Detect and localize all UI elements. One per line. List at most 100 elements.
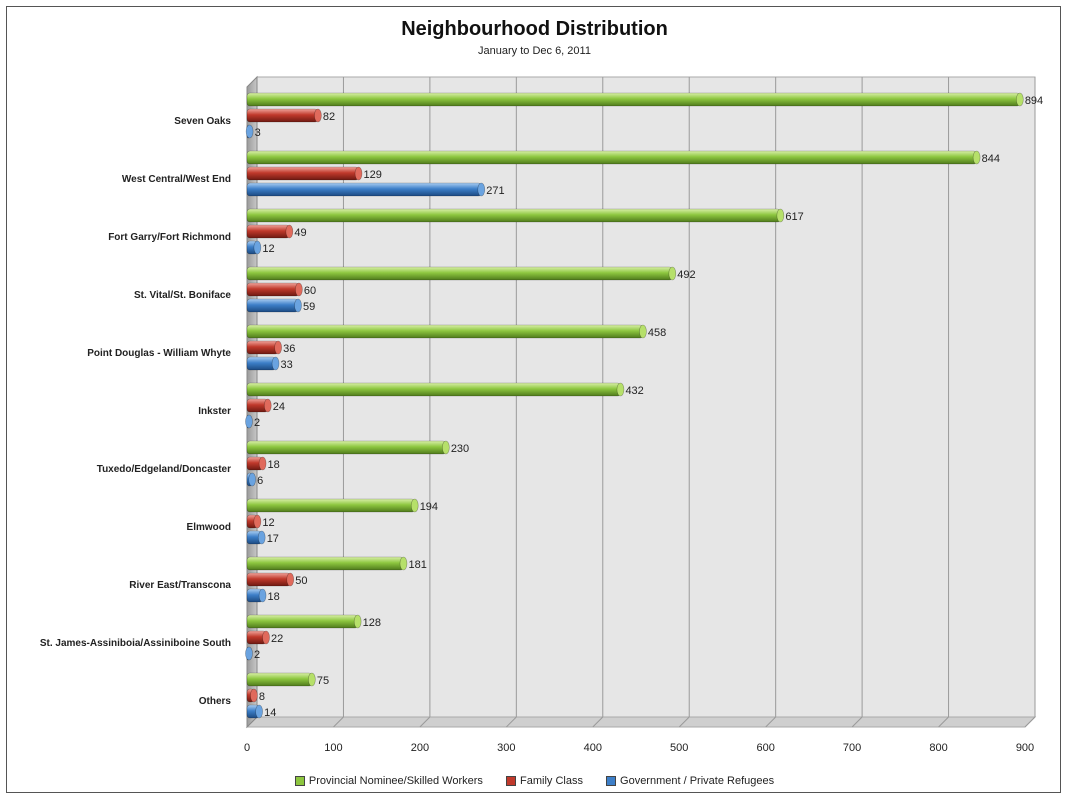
bar-end-cap — [294, 298, 302, 313]
bar — [246, 498, 416, 513]
x-tick-label: 200 — [411, 742, 429, 754]
bar — [246, 556, 404, 571]
bar-end-cap — [286, 572, 295, 587]
data-label: 129 — [364, 169, 382, 181]
gridline-floor — [765, 716, 777, 728]
bar-end-cap — [258, 588, 267, 603]
category-label: St. Vital/St. Boniface — [134, 290, 231, 301]
category-label: Others — [199, 696, 232, 707]
data-label: 18 — [268, 459, 280, 471]
x-tick-label: 300 — [497, 742, 515, 754]
gridline-floor — [419, 716, 431, 728]
bar-end-cap — [271, 356, 280, 371]
data-label: 458 — [648, 327, 666, 339]
chart-subtitle: January to Dec 6, 2011 — [478, 45, 591, 57]
x-tick-label: 500 — [670, 742, 688, 754]
x-tick-label: 700 — [843, 742, 861, 754]
data-label: 617 — [785, 211, 803, 223]
bar — [246, 440, 447, 455]
bar-end-cap — [253, 514, 262, 529]
gridline-floor — [851, 716, 863, 728]
bar-end-cap — [639, 324, 647, 339]
gridline-floor — [333, 716, 344, 728]
data-label: 3 — [255, 127, 261, 139]
x-tick-label: 900 — [1016, 742, 1034, 754]
bar — [246, 150, 977, 165]
data-label: 33 — [281, 359, 293, 371]
legend-swatch-red — [506, 776, 516, 786]
chart-title: Neighbourhood Distribution — [401, 18, 668, 40]
bar-end-cap — [250, 688, 258, 703]
bar-end-cap — [257, 530, 266, 545]
legend-swatch-green — [294, 776, 305, 786]
data-label: 492 — [677, 269, 695, 281]
x-tick-label: 600 — [756, 742, 774, 754]
x-tick-label: 800 — [929, 742, 947, 754]
data-label: 181 — [408, 559, 426, 571]
gridline-floor — [505, 716, 517, 728]
plot-floor — [245, 716, 1037, 728]
legend-label: Family Class — [520, 775, 583, 787]
data-label: 2 — [254, 649, 260, 661]
bar-end-cap — [248, 472, 256, 487]
category-label: West Central/West End — [122, 174, 231, 185]
data-label: 432 — [625, 385, 643, 397]
data-label: 14 — [264, 707, 276, 719]
bar — [246, 182, 482, 197]
legend-item-provincial-nominee: Provincial Nominee/Skilled Workers — [294, 775, 483, 787]
bar-end-cap — [410, 498, 419, 513]
bar-end-cap — [477, 182, 486, 197]
data-label: 6 — [257, 475, 263, 487]
data-label: 24 — [273, 401, 285, 413]
data-label: 128 — [363, 617, 381, 629]
bar-end-cap — [442, 440, 450, 455]
bar-end-cap — [258, 456, 267, 471]
bar-end-cap — [262, 630, 270, 645]
bar — [246, 282, 300, 297]
bar — [246, 356, 276, 371]
data-label: 12 — [262, 517, 274, 529]
bar-end-cap — [245, 414, 253, 429]
data-label: 194 — [420, 501, 438, 513]
category-label: Tuxedo/Edgeland/Doncaster — [97, 464, 231, 475]
category-label: River East/Transcona — [129, 580, 231, 591]
category-label: Fort Garry/Fort Richmond — [108, 232, 231, 243]
data-label: 230 — [451, 443, 469, 455]
data-label: 17 — [267, 533, 279, 545]
data-label: 894 — [1025, 95, 1043, 107]
bar — [246, 108, 319, 123]
bar — [246, 166, 359, 181]
bar-end-cap — [1016, 92, 1024, 107]
bar-end-cap — [616, 382, 625, 397]
legend-item-refugees: Government / Private Refugees — [606, 775, 774, 787]
bar — [246, 92, 1021, 107]
data-label: 60 — [304, 285, 316, 297]
bar-end-cap — [274, 340, 282, 355]
bar — [246, 340, 279, 355]
bar — [246, 672, 313, 687]
gridline-floor — [592, 716, 604, 728]
chart-legend: Provincial Nominee/Skilled Workers Famil… — [0, 775, 1069, 789]
bar — [246, 298, 299, 313]
bar-end-cap — [295, 282, 303, 297]
category-label: Elmwood — [187, 522, 231, 533]
x-tick-label: 100 — [324, 742, 342, 754]
category-label: St. James-Assiniboia/Assiniboine South — [40, 638, 231, 649]
data-label: 18 — [268, 591, 280, 603]
bar-end-cap — [245, 124, 254, 139]
bar-end-cap — [253, 240, 262, 255]
bar-end-cap — [314, 108, 322, 123]
gridline-floor — [938, 716, 949, 728]
bar — [246, 572, 291, 587]
bar-end-cap — [245, 646, 253, 661]
data-label: 844 — [982, 153, 1000, 165]
bar — [246, 208, 781, 223]
data-label: 82 — [323, 111, 335, 123]
bar-end-cap — [972, 150, 981, 165]
legend-item-family-class: Family Class — [506, 775, 583, 787]
gridline-floor — [678, 716, 690, 728]
x-tick-label: 0 — [244, 742, 250, 754]
category-label: Point Douglas - William Whyte — [87, 348, 231, 359]
data-label: 59 — [303, 301, 315, 313]
bar-end-cap — [353, 614, 362, 629]
